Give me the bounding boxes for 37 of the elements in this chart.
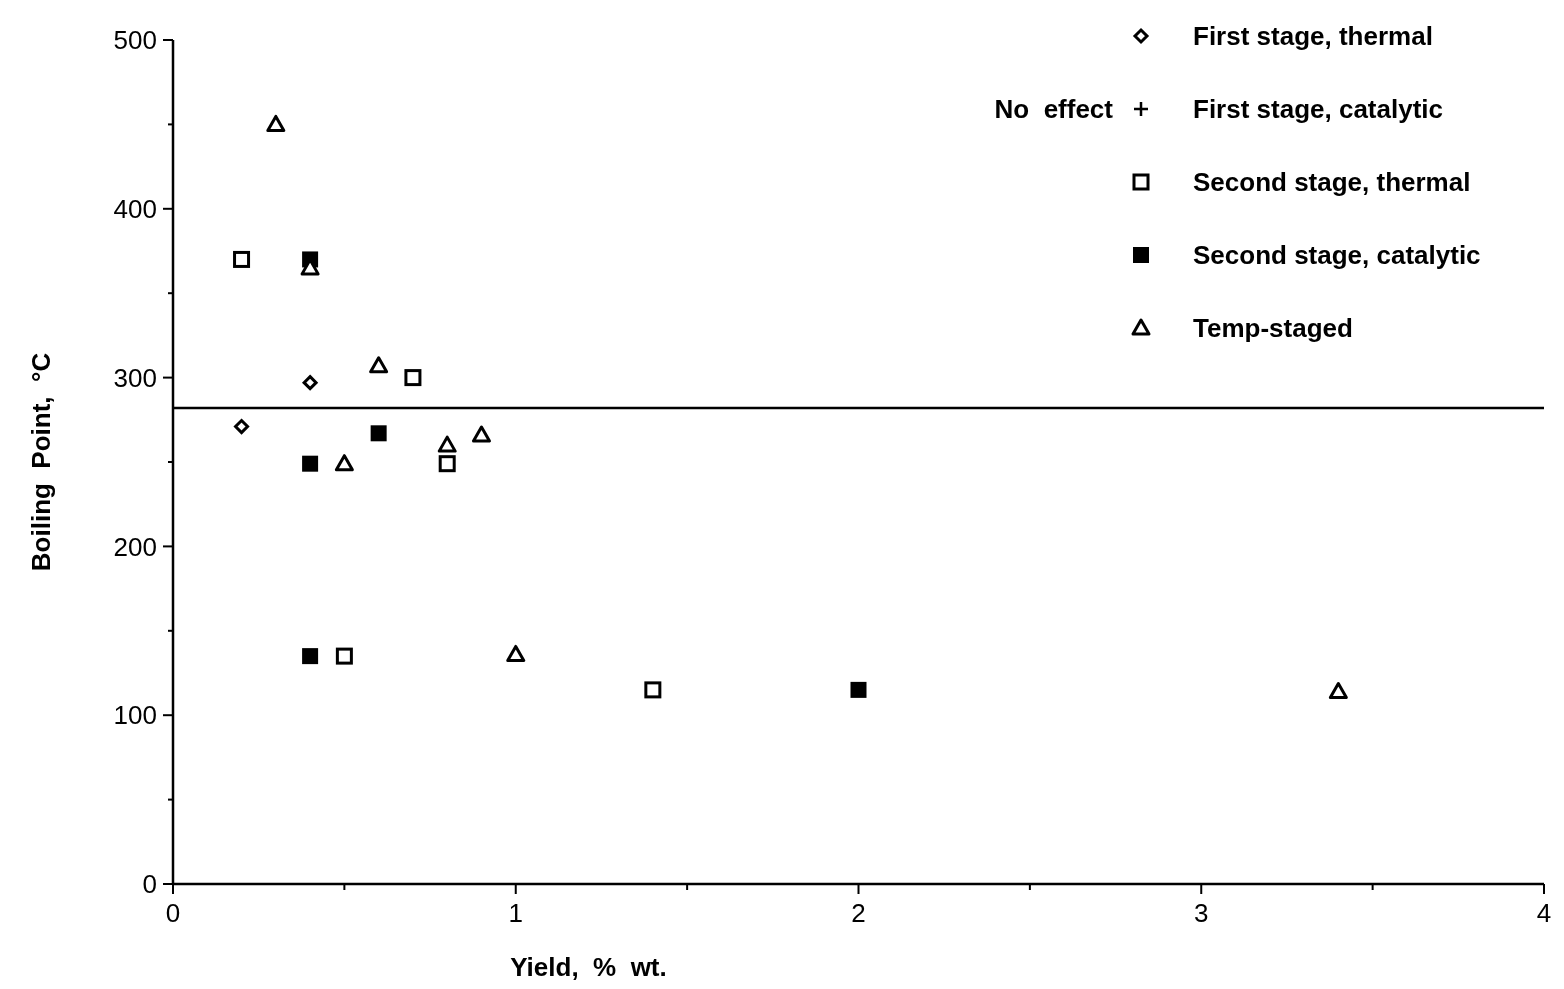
legend-label: Second stage, thermal (1193, 167, 1471, 198)
point (1328, 682, 1348, 700)
x-tick-label: 3 (1194, 898, 1209, 928)
point (335, 647, 353, 665)
y-tick-label: 200 (113, 531, 157, 562)
point (369, 356, 389, 374)
annotation: No effect (994, 94, 1114, 125)
y-tick-label: 100 (113, 700, 157, 731)
x-tick-label: 0 (165, 898, 181, 928)
y-axis-title: Boiling Point, °C (26, 352, 56, 572)
point (438, 455, 456, 473)
point (302, 375, 318, 391)
point (644, 681, 662, 699)
y-tick-label: 0 (142, 869, 157, 900)
point (266, 114, 286, 132)
point (233, 250, 251, 268)
y-tick-label: 500 (113, 25, 157, 56)
point (334, 454, 354, 472)
legend-label: First stage, catalytic (1193, 94, 1443, 125)
point (370, 425, 387, 442)
x-tick-label: 2 (851, 898, 866, 928)
legend-label: Temp-staged (1193, 313, 1353, 344)
x-axis-title: Yield, % wt. (510, 952, 667, 982)
point (404, 369, 422, 387)
x-tick-label: 1 (508, 898, 523, 928)
point (850, 681, 867, 698)
point (437, 435, 457, 453)
y-tick-label: 300 (113, 362, 157, 393)
legend-label: Second stage, catalytic (1193, 240, 1481, 271)
point (234, 419, 250, 435)
point (302, 648, 319, 665)
x-tick-label: 4 (1536, 898, 1552, 928)
y-tick-label: 400 (113, 193, 157, 224)
point (471, 425, 491, 443)
legend-label: First stage, thermal (1193, 21, 1433, 52)
point (302, 455, 319, 472)
point (506, 644, 526, 662)
